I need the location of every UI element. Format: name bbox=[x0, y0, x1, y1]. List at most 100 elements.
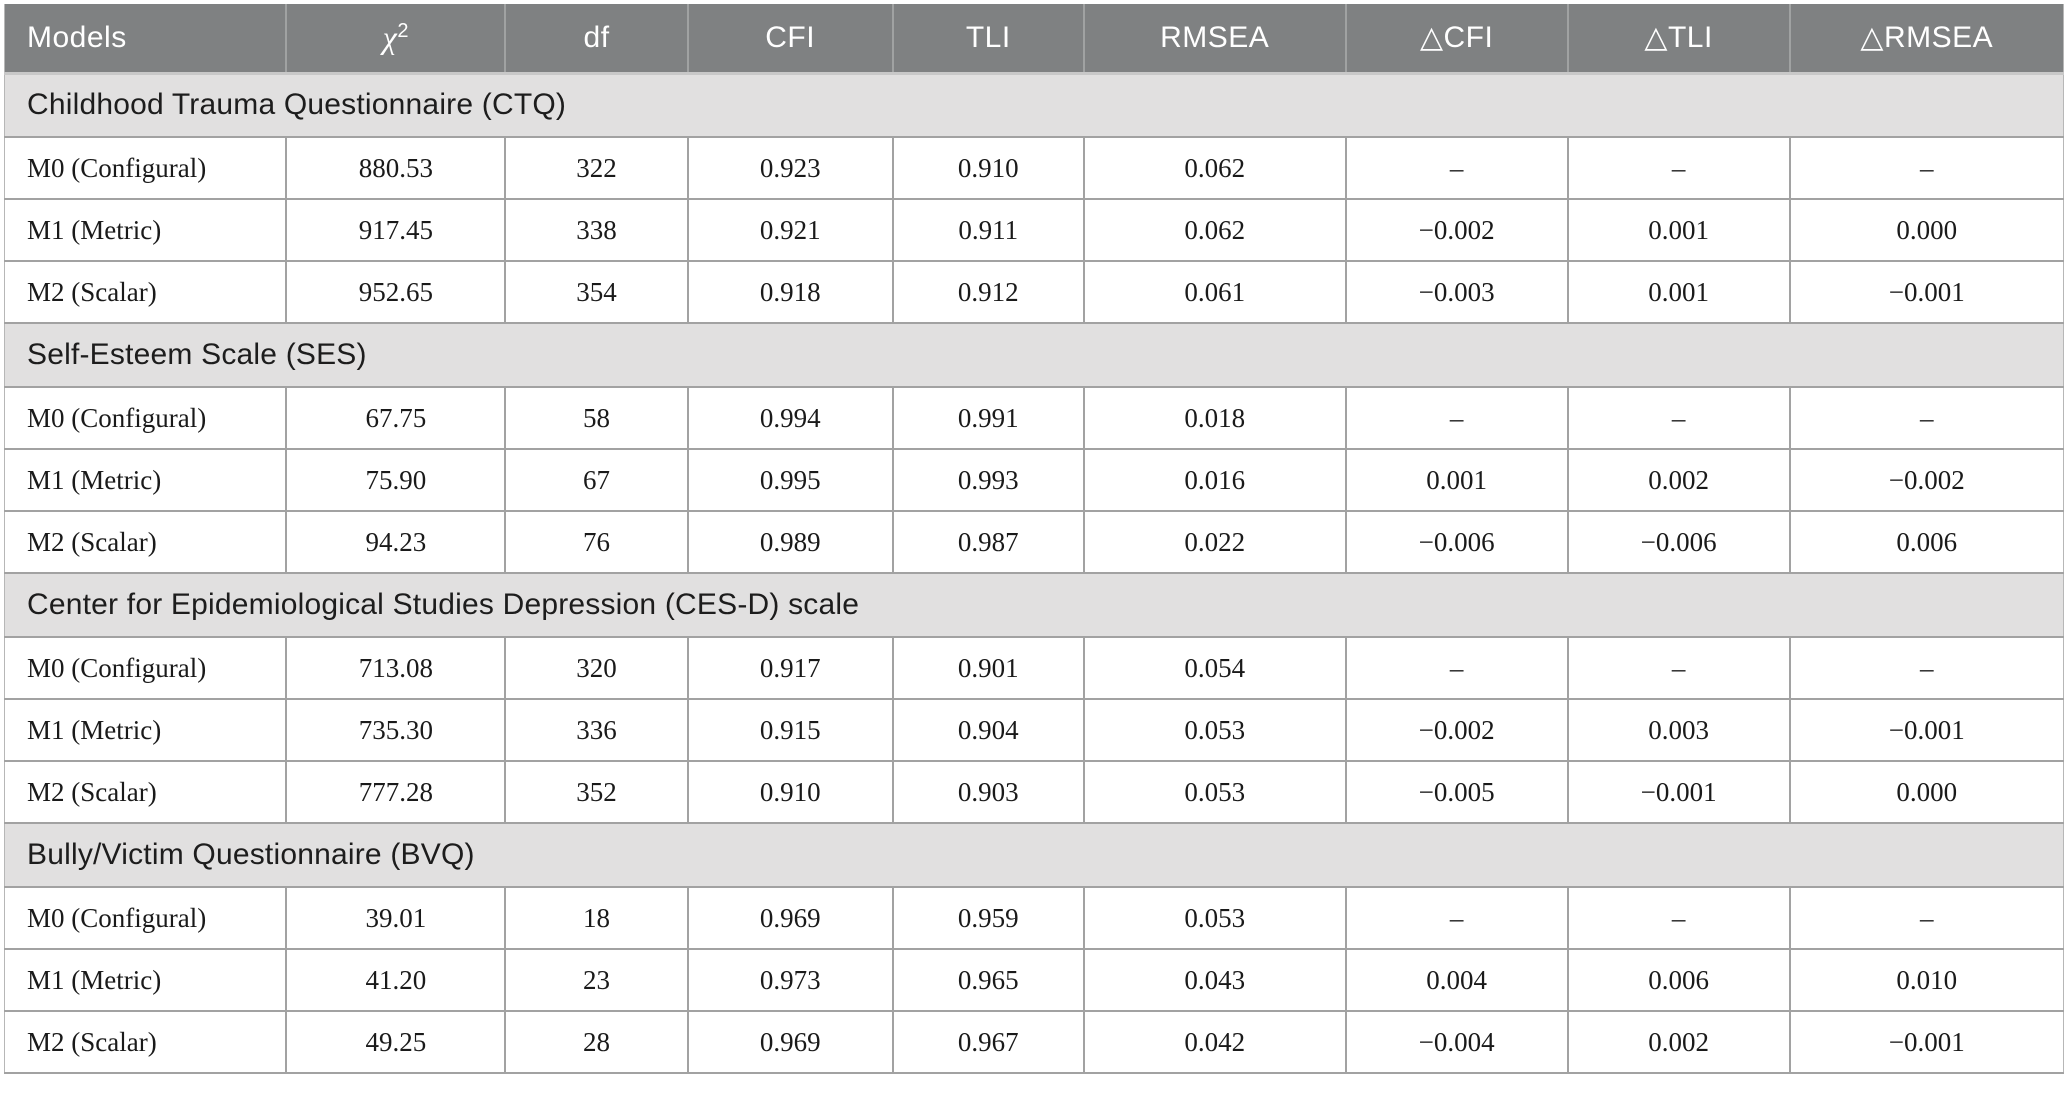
cell-delta-rmsea: 0.010 bbox=[1788, 949, 2064, 1012]
cell-delta-tli: 0.001 bbox=[1566, 261, 1790, 324]
cell-model: M0 (Configural) bbox=[4, 387, 287, 450]
cell-chi-square: 39.01 bbox=[285, 887, 506, 950]
cell-delta-tli: 0.001 bbox=[1566, 199, 1790, 262]
cell-rmsea: 0.061 bbox=[1082, 261, 1346, 324]
cell-delta-tli: – bbox=[1566, 387, 1790, 450]
table-row: M1 (Metric) 75.90 67 0.995 0.993 0.016 0… bbox=[4, 449, 2064, 512]
cell-delta-cfi: 0.001 bbox=[1344, 449, 1568, 512]
cell-delta-cfi: – bbox=[1344, 887, 1568, 950]
cell-delta-tli: 0.002 bbox=[1566, 1011, 1790, 1074]
cell-cfi: 0.921 bbox=[686, 199, 893, 262]
cell-delta-cfi: −0.002 bbox=[1344, 699, 1568, 762]
cell-delta-tli: −0.001 bbox=[1566, 761, 1790, 824]
cell-model: M2 (Scalar) bbox=[4, 1011, 287, 1074]
table-row: M0 (Configural) 713.08 320 0.917 0.901 0… bbox=[4, 637, 2064, 700]
cell-rmsea: 0.062 bbox=[1082, 137, 1346, 200]
cell-rmsea: 0.042 bbox=[1082, 1011, 1346, 1074]
cell-delta-cfi: – bbox=[1344, 387, 1568, 450]
cell-delta-cfi: −0.006 bbox=[1344, 511, 1568, 574]
cell-chi-square: 777.28 bbox=[285, 761, 506, 824]
cell-delta-tli: – bbox=[1566, 887, 1790, 950]
column-header-tli: TLI bbox=[891, 4, 1084, 75]
cell-delta-tli: – bbox=[1566, 137, 1790, 200]
cell-tli: 0.959 bbox=[891, 887, 1084, 950]
cell-delta-rmsea: – bbox=[1788, 637, 2064, 700]
cell-df: 354 bbox=[504, 261, 688, 324]
cell-tli: 0.993 bbox=[891, 449, 1084, 512]
cell-df: 23 bbox=[504, 949, 688, 1012]
section-header-ctq: Childhood Trauma Questionnaire (CTQ) bbox=[4, 72, 2064, 138]
cell-cfi: 0.994 bbox=[686, 387, 893, 450]
cell-df: 338 bbox=[504, 199, 688, 262]
header-row: Models χ2 df CFI TLI RMSEA △CFI △TLI △RM… bbox=[4, 4, 2064, 75]
cell-df: 67 bbox=[504, 449, 688, 512]
cell-tli: 0.912 bbox=[891, 261, 1084, 324]
column-header-delta-cfi: △CFI bbox=[1344, 4, 1568, 75]
column-header-df: df bbox=[504, 4, 688, 75]
cell-delta-rmsea: −0.002 bbox=[1788, 449, 2064, 512]
cell-chi-square: 94.23 bbox=[285, 511, 506, 574]
cell-model: M1 (Metric) bbox=[4, 449, 287, 512]
measurement-invariance-fit-table: Models χ2 df CFI TLI RMSEA △CFI △TLI △RM… bbox=[4, 4, 2064, 1074]
cell-cfi: 0.923 bbox=[686, 137, 893, 200]
cell-chi-square: 41.20 bbox=[285, 949, 506, 1012]
column-header-delta-rmsea: △RMSEA bbox=[1788, 4, 2064, 75]
cell-chi-square: 917.45 bbox=[285, 199, 506, 262]
cell-df: 320 bbox=[504, 637, 688, 700]
cell-rmsea: 0.016 bbox=[1082, 449, 1346, 512]
cell-df: 18 bbox=[504, 887, 688, 950]
cell-chi-square: 880.53 bbox=[285, 137, 506, 200]
table-row: M2 (Scalar) 777.28 352 0.910 0.903 0.053… bbox=[4, 761, 2064, 824]
table-row: M2 (Scalar) 952.65 354 0.918 0.912 0.061… bbox=[4, 261, 2064, 324]
cell-cfi: 0.917 bbox=[686, 637, 893, 700]
cell-df: 322 bbox=[504, 137, 688, 200]
cell-rmsea: 0.062 bbox=[1082, 199, 1346, 262]
cell-model: M2 (Scalar) bbox=[4, 761, 287, 824]
column-header-rmsea: RMSEA bbox=[1082, 4, 1346, 75]
cell-cfi: 0.915 bbox=[686, 699, 893, 762]
cell-delta-rmsea: 0.000 bbox=[1788, 761, 2064, 824]
column-header-chi-square: χ2 bbox=[285, 4, 506, 75]
column-header-cfi: CFI bbox=[686, 4, 893, 75]
cell-delta-cfi: 0.004 bbox=[1344, 949, 1568, 1012]
cell-model: M2 (Scalar) bbox=[4, 261, 287, 324]
cell-chi-square: 49.25 bbox=[285, 1011, 506, 1074]
cell-tli: 0.987 bbox=[891, 511, 1084, 574]
section-title: Bully/Victim Questionnaire (BVQ) bbox=[4, 822, 2064, 888]
cell-delta-cfi: −0.003 bbox=[1344, 261, 1568, 324]
section-title: Self-Esteem Scale (SES) bbox=[4, 322, 2064, 388]
cell-delta-tli: 0.003 bbox=[1566, 699, 1790, 762]
table-row: M1 (Metric) 917.45 338 0.921 0.911 0.062… bbox=[4, 199, 2064, 262]
cell-tli: 0.901 bbox=[891, 637, 1084, 700]
cell-df: 76 bbox=[504, 511, 688, 574]
table-row: M0 (Configural) 67.75 58 0.994 0.991 0.0… bbox=[4, 387, 2064, 450]
cell-delta-cfi: −0.004 bbox=[1344, 1011, 1568, 1074]
cell-delta-cfi: – bbox=[1344, 637, 1568, 700]
cell-rmsea: 0.043 bbox=[1082, 949, 1346, 1012]
cell-delta-tli: 0.006 bbox=[1566, 949, 1790, 1012]
cell-cfi: 0.969 bbox=[686, 1011, 893, 1074]
table-row: M1 (Metric) 735.30 336 0.915 0.904 0.053… bbox=[4, 699, 2064, 762]
cell-delta-rmsea: 0.006 bbox=[1788, 511, 2064, 574]
cell-df: 58 bbox=[504, 387, 688, 450]
cell-chi-square: 713.08 bbox=[285, 637, 506, 700]
cell-delta-rmsea: −0.001 bbox=[1788, 1011, 2064, 1074]
table-row: M2 (Scalar) 94.23 76 0.989 0.987 0.022 −… bbox=[4, 511, 2064, 574]
cell-rmsea: 0.053 bbox=[1082, 887, 1346, 950]
chi-exponent: 2 bbox=[397, 20, 409, 43]
chi-symbol: χ bbox=[382, 19, 398, 56]
cell-tli: 0.903 bbox=[891, 761, 1084, 824]
cell-cfi: 0.973 bbox=[686, 949, 893, 1012]
table-row: M1 (Metric) 41.20 23 0.973 0.965 0.043 0… bbox=[4, 949, 2064, 1012]
cell-delta-rmsea: 0.000 bbox=[1788, 199, 2064, 262]
cell-delta-rmsea: – bbox=[1788, 887, 2064, 950]
cell-delta-cfi: −0.005 bbox=[1344, 761, 1568, 824]
table-body: Childhood Trauma Questionnaire (CTQ) M0 … bbox=[4, 72, 2064, 1074]
cell-rmsea: 0.053 bbox=[1082, 699, 1346, 762]
cell-delta-rmsea: −0.001 bbox=[1788, 699, 2064, 762]
cell-delta-tli: 0.002 bbox=[1566, 449, 1790, 512]
cell-delta-rmsea: – bbox=[1788, 387, 2064, 450]
cell-tli: 0.911 bbox=[891, 199, 1084, 262]
cell-delta-rmsea: −0.001 bbox=[1788, 261, 2064, 324]
